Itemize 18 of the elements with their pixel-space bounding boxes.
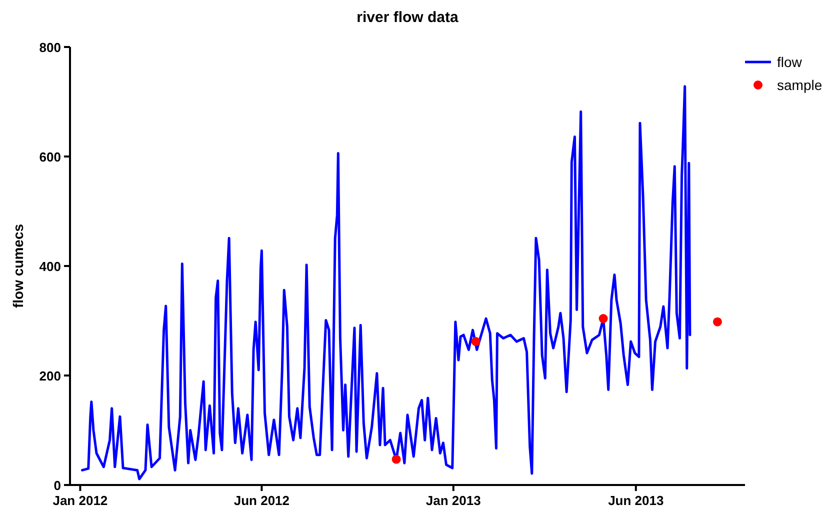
x-tick-label: Jan 2013 [426,493,481,508]
point [712,317,722,326]
y-tick-label: 400 [39,259,61,274]
y-axis-title: flow cumecs [10,224,26,308]
point [598,314,608,324]
y-tick-label: 200 [39,368,61,384]
line-series [80,85,692,480]
point [392,454,401,464]
point [471,337,480,346]
y-tick-label: 0 [54,478,61,493]
y-tick-label: 600 [39,150,61,164]
x-tick-label: Jan 2012 [52,493,108,508]
legend-label: sample [777,77,822,93]
legend-label: flow [777,54,803,70]
chart-title: river flow data [356,9,460,26]
x-tick-label: Jun 2013 [608,493,664,508]
y-tick-label: 800 [39,40,61,55]
x-tick-label: Jun 2012 [234,493,290,508]
